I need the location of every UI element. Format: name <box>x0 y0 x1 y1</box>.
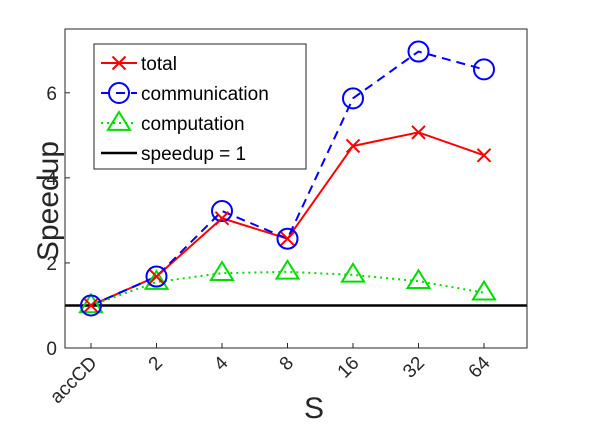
data-point-total-8 <box>280 231 295 246</box>
legend-marker-2 <box>106 110 132 131</box>
legend-marker-1 <box>108 82 130 104</box>
x-tick-label: 2 <box>145 353 167 375</box>
legend-label: communication <box>141 84 269 105</box>
data-point-communication-4 <box>211 200 233 223</box>
plot-markers <box>78 40 497 317</box>
legend: total communication computation speedup = 1 <box>93 43 307 170</box>
x-tick-label: 32 <box>399 353 429 383</box>
x-tick-label: accCD <box>46 353 101 408</box>
legend-label: speedup = 1 <box>141 144 246 165</box>
data-point-computation-accCD <box>78 292 104 314</box>
data-point-communication-8 <box>276 227 299 250</box>
axes-box <box>64 28 528 349</box>
data-point-communication-accCD <box>80 294 102 317</box>
legend-label: computation <box>141 114 245 135</box>
data-point-total-2 <box>149 269 164 284</box>
data-point-total-32 <box>411 125 426 140</box>
data-point-computation-16 <box>340 261 366 283</box>
y-tick-label: 4 <box>46 169 57 190</box>
y-tick-label: 0 <box>46 339 57 360</box>
x-tick-label: 4 <box>210 352 233 375</box>
y-axis-ticks: 0 2 4 6 <box>46 84 70 360</box>
data-point-computation-4 <box>209 260 235 281</box>
data-point-communication-64 <box>473 58 495 81</box>
data-point-computation-8 <box>274 258 301 280</box>
series-line-communication <box>90 50 485 307</box>
data-point-computation-32 <box>405 268 432 290</box>
data-point-communication-32 <box>407 40 430 63</box>
data-point-computation-64 <box>471 279 497 301</box>
data-point-computation-2 <box>143 269 170 290</box>
data-point-total-accCD <box>83 298 99 313</box>
y-axis-title: Speedup <box>32 141 65 261</box>
data-point-total-64 <box>476 148 492 163</box>
legend-marker-0 <box>111 55 127 71</box>
legend-label: total <box>141 54 177 75</box>
y-tick-label: 2 <box>46 254 57 275</box>
x-tick-label: 64 <box>465 352 495 382</box>
data-point-total-16 <box>345 138 361 154</box>
x-axis-title: S <box>304 392 324 425</box>
x-tick-label: 8 <box>276 353 298 375</box>
x-axis-ticks: accCD 2 4 8 16 32 64 <box>46 343 495 408</box>
data-point-communication-2 <box>145 265 168 288</box>
data-point-total-4 <box>214 211 230 226</box>
legend-box <box>93 43 307 170</box>
data-point-communication-16 <box>342 87 364 110</box>
y-tick-label: 6 <box>46 84 57 105</box>
x-tick-label: 16 <box>334 353 364 383</box>
